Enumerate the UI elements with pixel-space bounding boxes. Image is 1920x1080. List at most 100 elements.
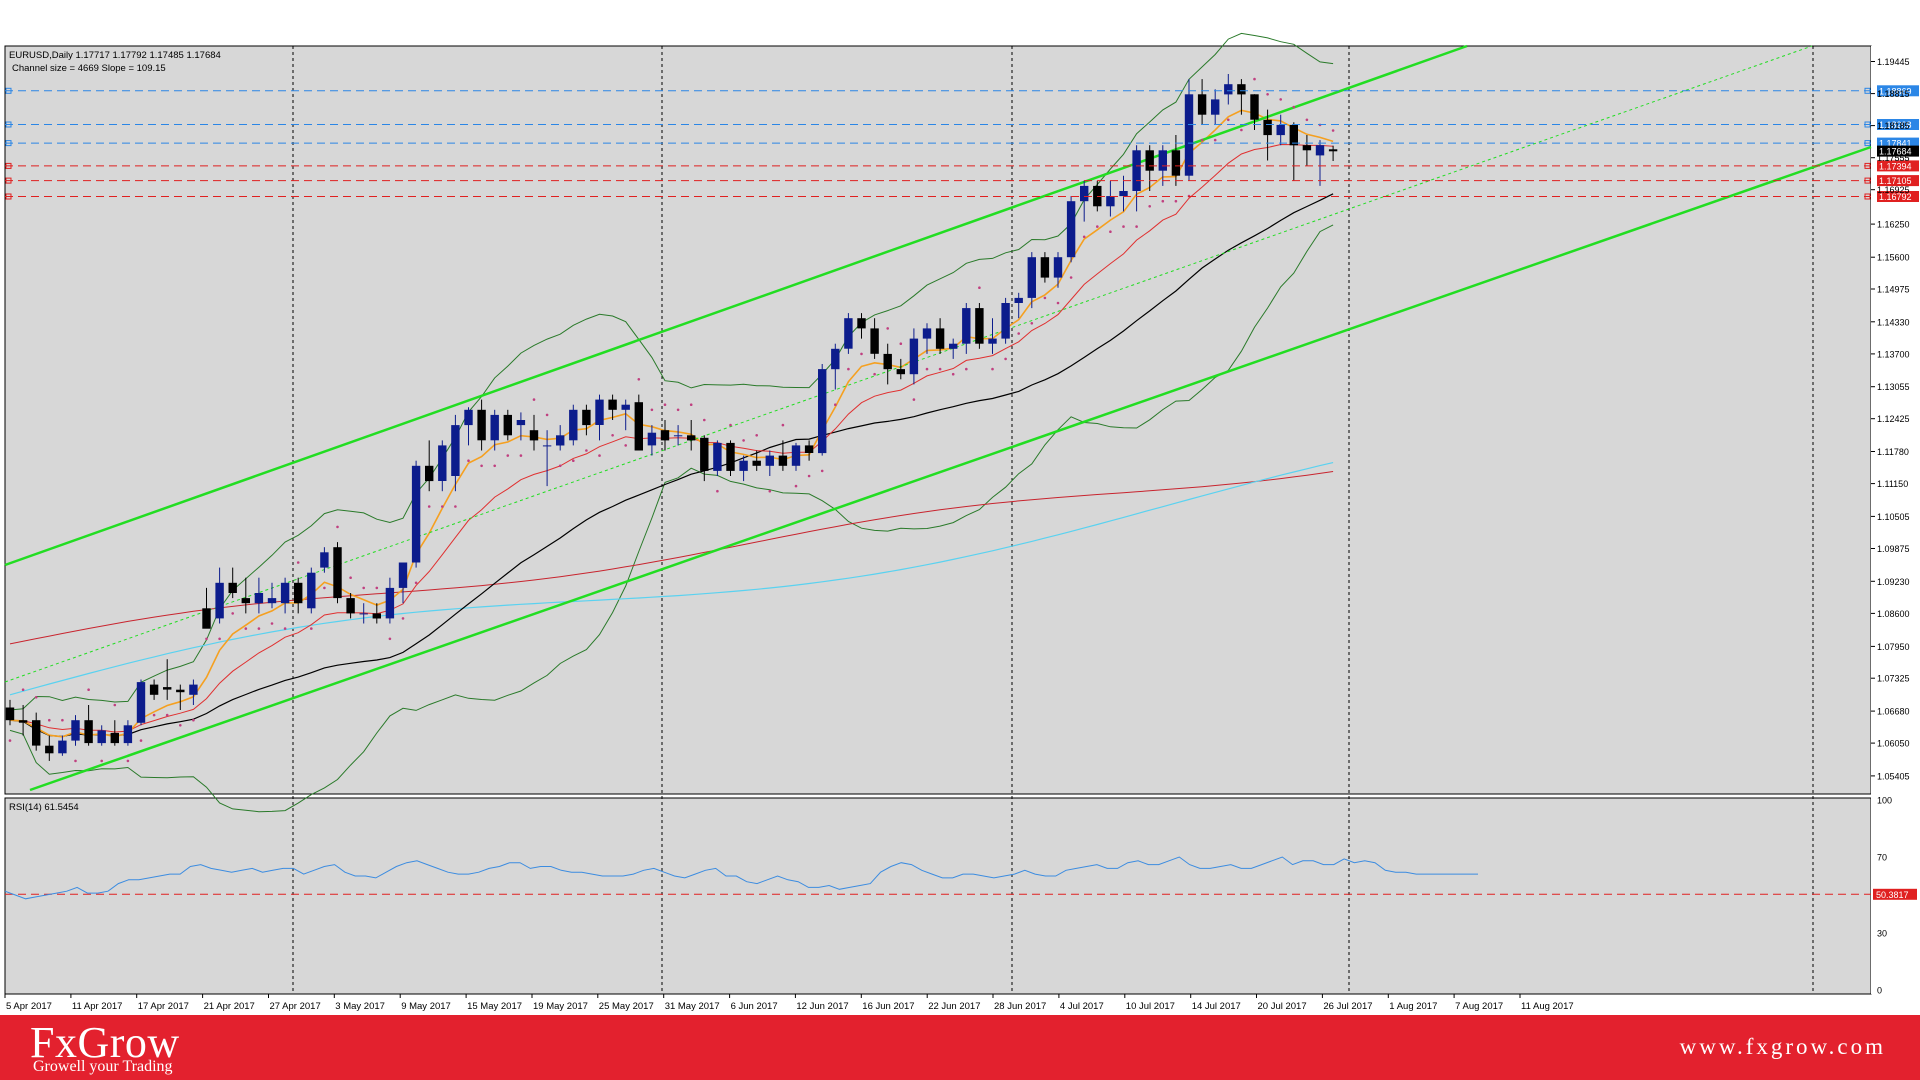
- price-axis-label: 1.19445: [1877, 57, 1910, 67]
- sar-dot: [1096, 225, 1099, 228]
- price-axis-label: 1.13055: [1877, 382, 1910, 392]
- candle-body: [804, 445, 814, 453]
- sar-dot: [912, 398, 916, 401]
- sar-dot: [310, 627, 313, 630]
- sar-dot: [965, 367, 968, 371]
- candle-body: [32, 720, 41, 746]
- price-axis-label: 1.13700: [1877, 349, 1910, 359]
- sar-dot: [1004, 357, 1007, 361]
- price-panel-background: [4, 45, 1872, 795]
- sar-dot: [742, 439, 745, 442]
- time-axis-label: 17 Apr 2017: [138, 1001, 189, 1012]
- sar-dot: [467, 459, 470, 463]
- sar-dot: [139, 739, 143, 742]
- candle-body: [556, 435, 565, 446]
- time-axis-label: 25 May 2017: [599, 1001, 654, 1012]
- price-level-marker: [5, 140, 12, 147]
- time-axis-label: 11 Apr 2017: [72, 1001, 123, 1012]
- sar-dot: [192, 718, 195, 722]
- price-axis-area: [1871, 46, 1920, 994]
- sar-dot: [506, 454, 510, 457]
- time-axis-label: 31 May 2017: [665, 1001, 720, 1012]
- time-axis-label: 4 Jul 2017: [1060, 1001, 1104, 1012]
- candle-body: [163, 687, 172, 690]
- sar-dot: [703, 418, 706, 422]
- candle-body: [136, 682, 146, 723]
- time-axis-label: 22 Jun 2017: [928, 1001, 980, 1012]
- rsi-panel-background: [4, 797, 1872, 995]
- candle-body: [542, 445, 552, 447]
- candle-body: [634, 402, 643, 451]
- sar-dot: [1240, 128, 1243, 132]
- candle-body: [529, 430, 539, 441]
- candle-body: [1145, 150, 1154, 171]
- candle-body: [739, 460, 748, 471]
- candle-body: [922, 328, 932, 339]
- channel-lower-line: [29, 145, 1872, 792]
- candle-body: [818, 369, 827, 454]
- price-axis-label: 1.06050: [1877, 739, 1910, 749]
- candle-body: [189, 684, 198, 695]
- candle-body: [5, 707, 15, 721]
- sar-dot: [126, 759, 130, 763]
- time-axis-label: 15 May 2017: [467, 1001, 522, 1012]
- rsi-level-label: 50.3817: [1876, 890, 1909, 900]
- sar-dot: [1030, 322, 1034, 325]
- candle-body: [1119, 191, 1128, 197]
- price-label-text: 1.18208: [1879, 120, 1912, 130]
- sar-dot: [598, 454, 601, 457]
- sar-dot: [74, 759, 77, 763]
- sar-dot: [1292, 105, 1296, 109]
- time-axis-label: 3 May 2017: [335, 1001, 385, 1012]
- price-axis-label: 1.06680: [1877, 707, 1910, 717]
- time-axis-label: 26 Jul 2017: [1323, 1001, 1372, 1012]
- price-label-box: [1877, 85, 1919, 97]
- sar-dot: [165, 713, 169, 717]
- sar-dot: [1253, 77, 1256, 81]
- candle-body: [18, 720, 28, 723]
- sar-dot: [886, 327, 889, 330]
- bollinger-lower-line: [9, 224, 1334, 813]
- time-axis-label: 10 Jul 2017: [1126, 1001, 1175, 1012]
- rsi-line: [4, 856, 1478, 900]
- sar-dot: [401, 617, 405, 620]
- sar-dot: [755, 434, 758, 437]
- sar-dot: [414, 581, 418, 585]
- candle-body: [97, 730, 106, 744]
- price-label-text: 1.17841: [1879, 139, 1912, 149]
- price-axis-label: 1.05405: [1877, 771, 1910, 781]
- candle-body: [385, 587, 395, 619]
- time-axis-label: 11 Aug 2017: [1521, 1001, 1574, 1012]
- candle-body: [451, 425, 460, 476]
- candle-body: [58, 740, 67, 754]
- parabolic-sar: [8, 77, 1335, 763]
- price-label-text: 1.17684: [1879, 147, 1912, 157]
- candle-body: [464, 409, 473, 426]
- price-label-box: [1877, 160, 1919, 172]
- price-level-marker: [5, 193, 12, 200]
- price-axis-label: 1.08600: [1877, 609, 1910, 619]
- candle-body: [1276, 124, 1285, 136]
- candle-body: [1328, 149, 1338, 152]
- price-label-text: 1.17105: [1879, 176, 1912, 186]
- candle-body: [228, 582, 237, 593]
- sar-dot: [925, 367, 929, 371]
- sar-dot: [1279, 98, 1282, 101]
- sar-dot: [244, 627, 248, 630]
- candle-body: [988, 338, 997, 344]
- price-axis-label: 1.14330: [1877, 317, 1910, 327]
- candle-body: [110, 732, 119, 744]
- ma-black-line: [9, 193, 1334, 738]
- price-axis-label: 1.07950: [1877, 642, 1910, 652]
- sar-dot: [545, 413, 549, 417]
- candle-body: [1315, 145, 1325, 156]
- sar-dot: [1331, 129, 1335, 132]
- candle-body: [1250, 94, 1259, 120]
- candle-body: [267, 598, 277, 604]
- sar-dot: [152, 713, 156, 717]
- sar-dot: [231, 612, 234, 615]
- sar-dot: [938, 367, 942, 371]
- rsi-axis-label: 70: [1877, 853, 1887, 863]
- candle-body: [307, 572, 316, 609]
- website-link[interactable]: www.fxgrow.com: [1679, 1034, 1886, 1059]
